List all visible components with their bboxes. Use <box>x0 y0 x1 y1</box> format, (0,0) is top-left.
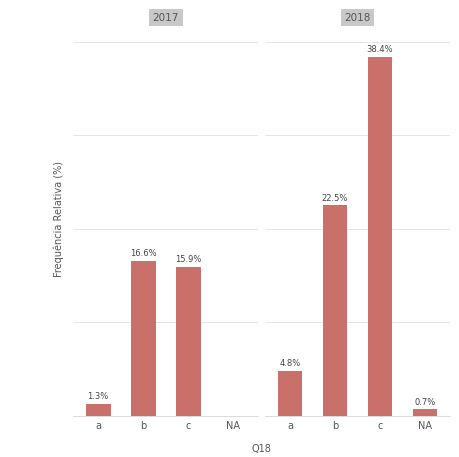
Title: 2018: 2018 <box>344 13 371 23</box>
Bar <box>413 409 437 416</box>
Text: 4.8%: 4.8% <box>280 359 301 368</box>
Text: 1.3%: 1.3% <box>88 392 109 401</box>
Title: 2017: 2017 <box>152 13 179 23</box>
Bar <box>176 267 201 416</box>
Bar <box>368 57 392 416</box>
Bar <box>86 404 111 416</box>
Bar <box>131 260 156 416</box>
Y-axis label: Frequência Relativa (%): Frequência Relativa (%) <box>54 161 64 277</box>
Bar <box>278 371 302 416</box>
Text: 15.9%: 15.9% <box>175 255 202 264</box>
Text: 16.6%: 16.6% <box>130 249 157 258</box>
Text: Q18: Q18 <box>252 444 272 454</box>
Text: 22.5%: 22.5% <box>322 193 348 202</box>
Text: 0.7%: 0.7% <box>414 398 436 407</box>
Text: 38.4%: 38.4% <box>367 45 393 54</box>
Bar <box>323 205 347 416</box>
